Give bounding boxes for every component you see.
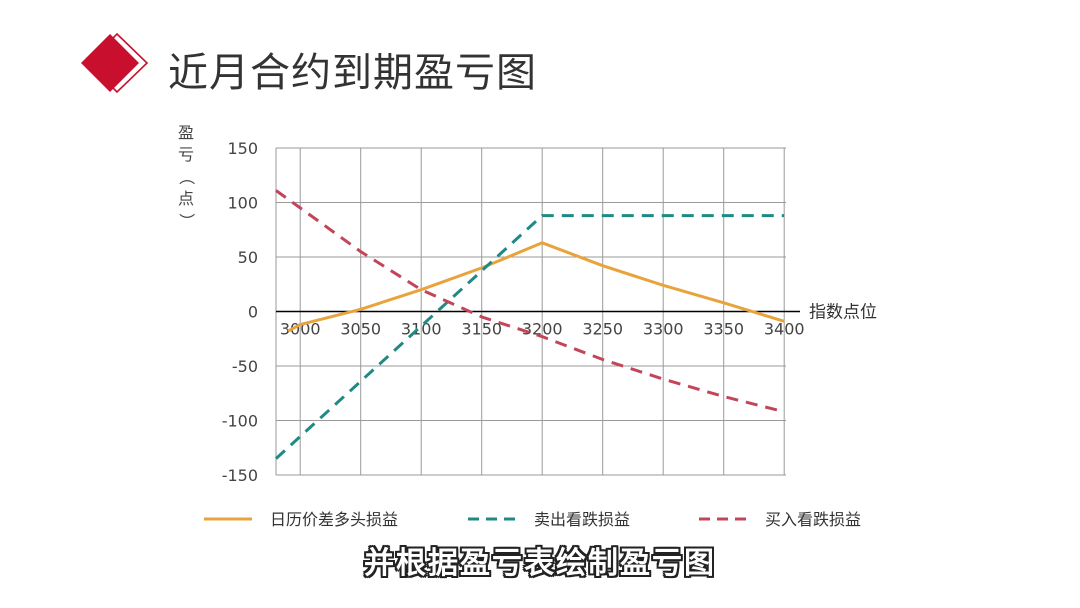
legend-label: 日历价差多头损益 bbox=[270, 510, 398, 529]
series-line-0 bbox=[287, 241, 785, 333]
y-tick-label: 150 bbox=[227, 139, 258, 158]
x-tick-label: 3200 bbox=[522, 320, 563, 339]
diamond-logo-icon bbox=[81, 32, 149, 94]
x-tick-label: 3150 bbox=[461, 320, 502, 339]
y-axis-label-char: 点 bbox=[178, 189, 194, 208]
x-tick-label: 3000 bbox=[280, 320, 321, 339]
x-tick-label: 3050 bbox=[340, 320, 381, 339]
x-tick-label: 3300 bbox=[643, 320, 684, 339]
y-tick-label: -50 bbox=[232, 357, 258, 376]
y-tick-label: -100 bbox=[222, 412, 258, 431]
chart: 150 100 50 0 -50 -100 -150 3000 3050 3100 3150 3200… bbox=[177, 123, 877, 529]
x-tick-label: 3100 bbox=[401, 320, 442, 339]
x-axis-label: 指数点位 bbox=[809, 303, 877, 323]
y-tick-label: -150 bbox=[222, 466, 258, 485]
legend-label: 卖出看跌损益 bbox=[534, 510, 630, 529]
x-tick-label: 3250 bbox=[582, 320, 623, 339]
series-line-2 bbox=[275, 189, 785, 414]
page-title: 近月合约到期盈亏图 bbox=[168, 50, 537, 96]
series-line-1 bbox=[274, 214, 785, 460]
y-tick-label: 50 bbox=[238, 248, 258, 267]
x-tick-label: 3350 bbox=[703, 320, 744, 339]
caption-subtitle: 并根据盈亏表绘制盈亏图 bbox=[364, 546, 716, 581]
y-tick-label: 100 bbox=[227, 194, 258, 213]
y-tick-label: 0 bbox=[248, 303, 258, 322]
x-tick-label: 3400 bbox=[764, 320, 805, 339]
y-axis-label-char: 亏 bbox=[178, 145, 194, 164]
y-axis-label-char: 盈 bbox=[178, 123, 194, 142]
y-axis-label-char: （ bbox=[177, 169, 196, 185]
legend-label: 买入看跌损益 bbox=[765, 510, 861, 529]
y-axis-label-char: ） bbox=[177, 213, 196, 229]
